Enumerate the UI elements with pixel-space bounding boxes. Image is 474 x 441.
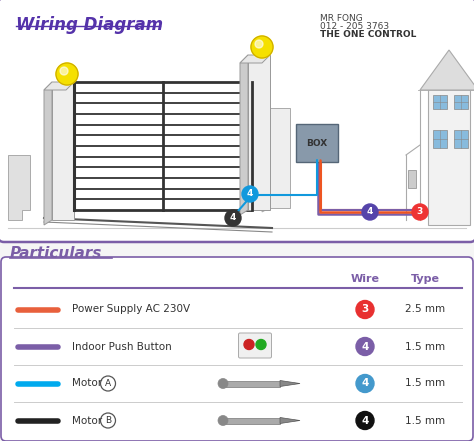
Text: 4: 4: [361, 341, 369, 351]
Text: 012 - 205 3763: 012 - 205 3763: [320, 22, 389, 31]
Text: Motor: Motor: [72, 415, 102, 426]
Text: BOX: BOX: [306, 138, 328, 147]
Polygon shape: [44, 82, 74, 90]
Circle shape: [218, 415, 228, 426]
FancyBboxPatch shape: [433, 130, 447, 148]
Text: 4: 4: [361, 378, 369, 389]
Text: 1.5 mm: 1.5 mm: [405, 378, 445, 389]
Circle shape: [256, 340, 266, 350]
Text: B: B: [105, 416, 111, 425]
FancyBboxPatch shape: [433, 95, 447, 109]
Text: 2.5 mm: 2.5 mm: [405, 304, 445, 314]
FancyBboxPatch shape: [220, 418, 280, 423]
FancyBboxPatch shape: [0, 0, 474, 242]
Circle shape: [356, 411, 374, 430]
Circle shape: [251, 36, 273, 58]
Circle shape: [412, 204, 428, 220]
Text: A: A: [105, 379, 111, 388]
Text: Power Supply AC 230V: Power Supply AC 230V: [72, 304, 190, 314]
Circle shape: [60, 67, 68, 75]
Polygon shape: [420, 50, 474, 90]
Text: Type: Type: [410, 274, 439, 284]
Circle shape: [255, 40, 263, 48]
Text: 3: 3: [361, 304, 369, 314]
Polygon shape: [280, 418, 300, 423]
Circle shape: [225, 210, 241, 226]
FancyBboxPatch shape: [248, 55, 270, 210]
Text: Particulars: Particulars: [10, 246, 102, 261]
Circle shape: [56, 63, 78, 85]
Polygon shape: [240, 55, 248, 215]
Text: 4: 4: [230, 213, 236, 223]
Circle shape: [362, 204, 378, 220]
Polygon shape: [44, 82, 52, 225]
Circle shape: [356, 374, 374, 392]
Polygon shape: [262, 108, 270, 212]
Text: 4: 4: [361, 415, 369, 426]
Text: Indoor Push Button: Indoor Push Button: [72, 341, 172, 351]
Polygon shape: [8, 155, 30, 220]
Text: THE ONE CONTROL: THE ONE CONTROL: [320, 30, 416, 39]
Text: Wire: Wire: [350, 274, 380, 284]
Text: 1.5 mm: 1.5 mm: [405, 415, 445, 426]
FancyBboxPatch shape: [408, 170, 416, 188]
Text: Motor: Motor: [72, 378, 102, 389]
Text: 3: 3: [417, 208, 423, 217]
Polygon shape: [280, 381, 300, 386]
Text: 4: 4: [247, 190, 253, 198]
FancyBboxPatch shape: [220, 381, 280, 386]
Polygon shape: [240, 55, 270, 63]
FancyBboxPatch shape: [52, 82, 74, 220]
Text: MR FONG: MR FONG: [320, 14, 363, 23]
FancyBboxPatch shape: [238, 333, 272, 358]
Text: Wiring Diagram: Wiring Diagram: [16, 16, 163, 34]
FancyBboxPatch shape: [296, 124, 338, 162]
FancyBboxPatch shape: [454, 130, 468, 148]
Text: 1.5 mm: 1.5 mm: [405, 341, 445, 351]
Circle shape: [356, 300, 374, 318]
Circle shape: [242, 186, 258, 202]
FancyBboxPatch shape: [270, 108, 290, 208]
FancyBboxPatch shape: [454, 95, 468, 109]
Text: 4: 4: [367, 208, 373, 217]
Circle shape: [244, 340, 254, 350]
Circle shape: [218, 378, 228, 389]
Circle shape: [356, 337, 374, 355]
FancyBboxPatch shape: [1, 257, 473, 441]
FancyBboxPatch shape: [428, 85, 470, 225]
